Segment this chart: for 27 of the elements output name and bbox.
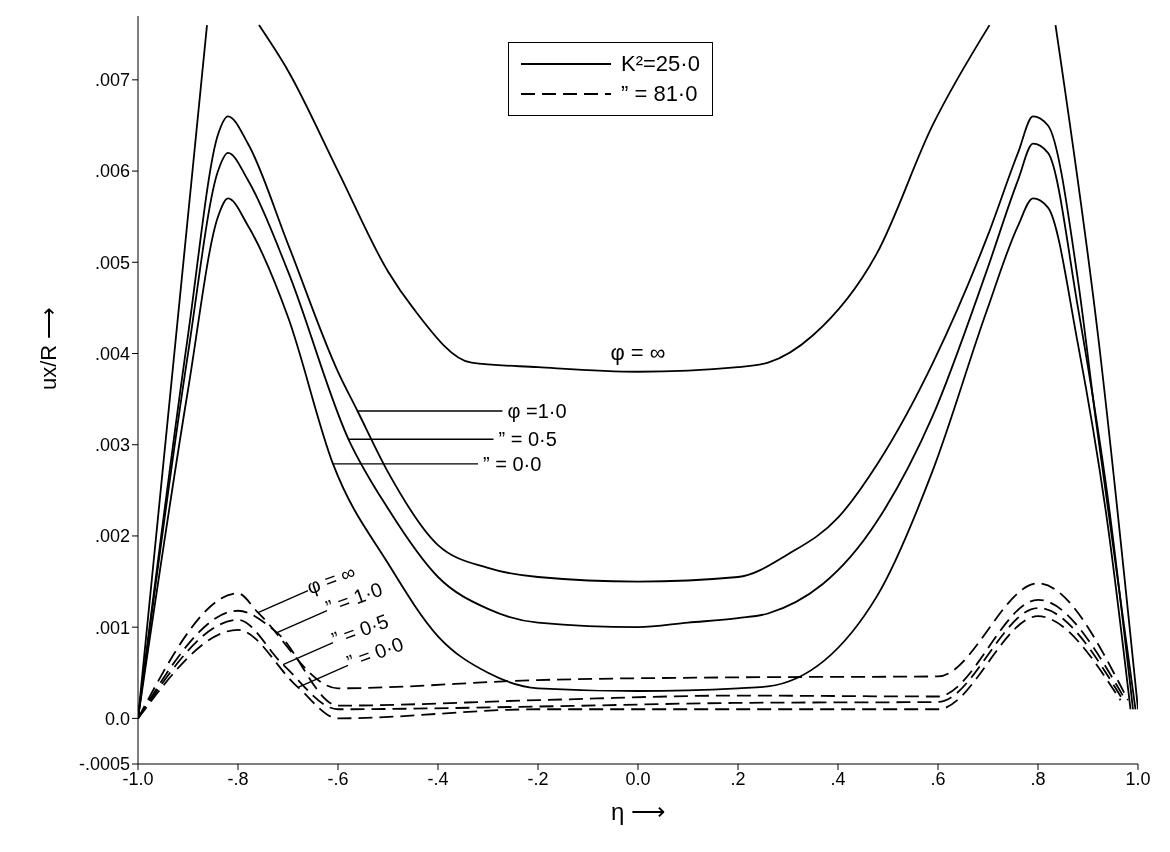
y-tick-label: .006 bbox=[94, 161, 130, 182]
x-tick-label: -.4 bbox=[427, 768, 449, 789]
y-tick-label: 0.0 bbox=[104, 708, 130, 729]
annotation: ” = 0·0 bbox=[483, 452, 542, 475]
x-tick-label: 1.0 bbox=[1125, 768, 1151, 789]
y-axis-title: ux/R ⟶ bbox=[35, 306, 61, 390]
y-tick-label: .001 bbox=[94, 617, 130, 638]
x-tick-label: .8 bbox=[1030, 768, 1046, 789]
x-tick-label: -.6 bbox=[327, 768, 349, 789]
x-tick-label: .6 bbox=[930, 768, 946, 789]
y-tick-label: .002 bbox=[94, 526, 130, 547]
x-tick-label: -.2 bbox=[527, 768, 549, 789]
x-axis-title: η ⟶ bbox=[610, 798, 666, 825]
y-tick-label: .005 bbox=[94, 252, 130, 273]
annotation: ” = 81·0 bbox=[621, 80, 698, 108]
annotation: ” = 0·5 bbox=[498, 428, 557, 451]
y-tick-label: .003 bbox=[94, 435, 130, 456]
annotation: φ = ∞ bbox=[610, 339, 666, 365]
x-tick-label: 0.0 bbox=[625, 768, 651, 789]
annotation: φ =1·0 bbox=[507, 399, 567, 422]
x-tick-label: .2 bbox=[730, 768, 746, 789]
y-tick-label: -.0005 bbox=[78, 754, 130, 775]
x-tick-label: .4 bbox=[830, 768, 846, 789]
y-tick-label: .007 bbox=[94, 70, 130, 91]
y-tick-label: .004 bbox=[94, 343, 130, 364]
x-tick-label: -.8 bbox=[227, 768, 249, 789]
annotation: K²=25·0 bbox=[621, 50, 700, 78]
